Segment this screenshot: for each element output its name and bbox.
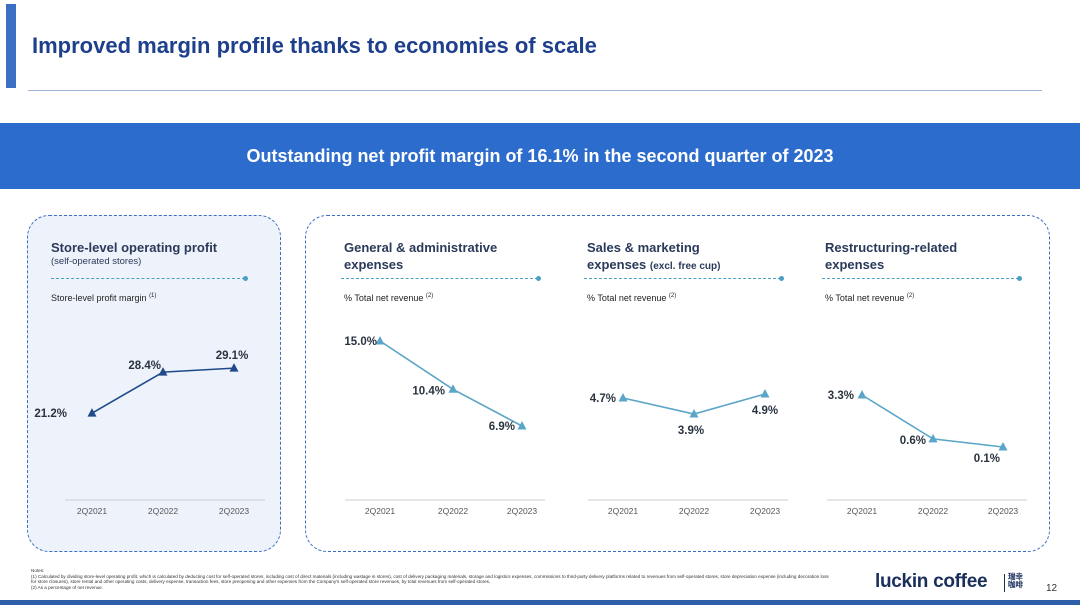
note-item: (2) As a percentage of net revenue.: [31, 584, 104, 590]
data-label: 29.1%: [216, 350, 249, 362]
page-number: 12: [1046, 583, 1058, 594]
data-label: 4.7%: [590, 393, 616, 405]
chart-separator: [51, 275, 248, 281]
x-tick-label: 2Q2022: [918, 506, 949, 516]
expenses-panel: [305, 215, 1050, 552]
data-label: 4.9%: [752, 405, 778, 417]
x-tick-label: 2Q2022: [438, 506, 469, 516]
data-label: 15.0%: [344, 336, 377, 348]
x-tick-label: 2Q2021: [365, 506, 396, 516]
data-label: 3.9%: [678, 425, 704, 437]
notes-heading: Notes:: [31, 568, 45, 573]
data-point-marker: [87, 408, 97, 417]
data-point-marker: [158, 367, 168, 376]
chart-subtitle-store-level: (self-operated stores): [51, 256, 142, 267]
chart-metric-label: % Total net revenue (2): [344, 293, 434, 303]
headline-banner: Outstanding net profit margin of 16.1% i…: [0, 123, 1080, 189]
x-tick-label: 2Q2023: [507, 506, 538, 516]
data-label: 3.3%: [828, 390, 854, 402]
data-point-marker: [375, 336, 385, 345]
chart-separator: [584, 275, 784, 281]
chart-metric-label: % Total net revenue (2): [587, 293, 677, 303]
note-item: (1) Calculated by dividing store-level o…: [31, 573, 829, 585]
chart-metric-label: % Total net revenue (2): [825, 293, 915, 303]
title-divider: [28, 90, 1042, 91]
data-label: 28.4%: [128, 360, 161, 372]
store-level-panel: [27, 215, 281, 552]
data-point-marker: [998, 442, 1008, 451]
data-label: 21.2%: [34, 408, 67, 420]
x-tick-label: 2Q2021: [77, 506, 108, 516]
x-tick-label: 2Q2023: [219, 506, 250, 516]
x-tick-label: 2Q2022: [679, 506, 710, 516]
title-accent-bar: [6, 4, 16, 88]
data-label: 10.4%: [412, 385, 445, 397]
series-line: [379, 340, 523, 427]
data-point-marker: [618, 393, 628, 402]
chart-metric-label: Store-level profit margin (1): [51, 293, 157, 303]
footer-bar: [0, 600, 1080, 605]
data-point-marker: [448, 384, 458, 393]
chart-separator: [341, 275, 541, 281]
data-point-marker: [928, 433, 938, 443]
footnotes: Notes: (1) Calculated by dividing store-…: [31, 568, 831, 590]
data-point-marker: [689, 409, 699, 418]
data-point-marker: [857, 390, 867, 399]
logo-divider: [1004, 574, 1005, 592]
data-label: 6.9%: [489, 421, 515, 433]
chart-title-ga: General & administrative expenses: [344, 240, 498, 272]
data-point-marker: [229, 363, 239, 372]
chart-title-restructuring: Restructuring-related expenses: [825, 240, 958, 272]
x-tick-label: 2Q2022: [148, 506, 179, 516]
chart-separator: [822, 275, 1022, 281]
x-tick-label: 2Q2021: [847, 506, 878, 516]
brand-logo: luckin coffee: [875, 571, 988, 592]
x-tick-label: 2Q2021: [608, 506, 639, 516]
brand-logo-chinese: 瑞幸咖啡: [1008, 572, 1023, 589]
chart-title-store-level: Store-level operating profit: [51, 240, 218, 255]
data-point-marker: [517, 421, 527, 430]
page-title: Improved margin profile thanks to econom…: [32, 33, 597, 58]
chart-title-sm: Sales & marketing expenses (excl. free cu…: [587, 240, 721, 272]
data-point-marker: [760, 389, 770, 398]
x-tick-label: 2Q2023: [750, 506, 781, 516]
x-tick-label: 2Q2023: [988, 506, 1019, 516]
data-label: 0.1%: [974, 453, 1000, 465]
data-label: 0.6%: [900, 435, 926, 447]
